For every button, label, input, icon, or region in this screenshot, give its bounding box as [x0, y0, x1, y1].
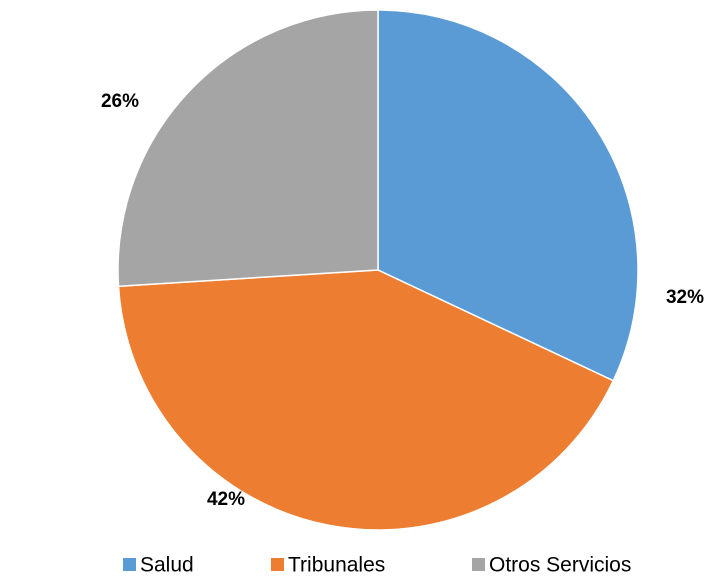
data-label: 42% — [207, 489, 245, 510]
legend-swatch — [271, 558, 284, 571]
legend-swatch — [472, 558, 485, 571]
legend-label: Salud — [140, 554, 194, 577]
legend-label: Tribunales — [288, 554, 385, 577]
pie-slice — [117, 9, 379, 288]
pie-slice — [117, 269, 615, 531]
pie-slice — [377, 9, 639, 382]
data-label: 32% — [666, 287, 704, 308]
data-label: 26% — [101, 91, 139, 112]
legend-label: Otros Servicios — [489, 554, 631, 577]
legend-swatch — [123, 558, 136, 571]
